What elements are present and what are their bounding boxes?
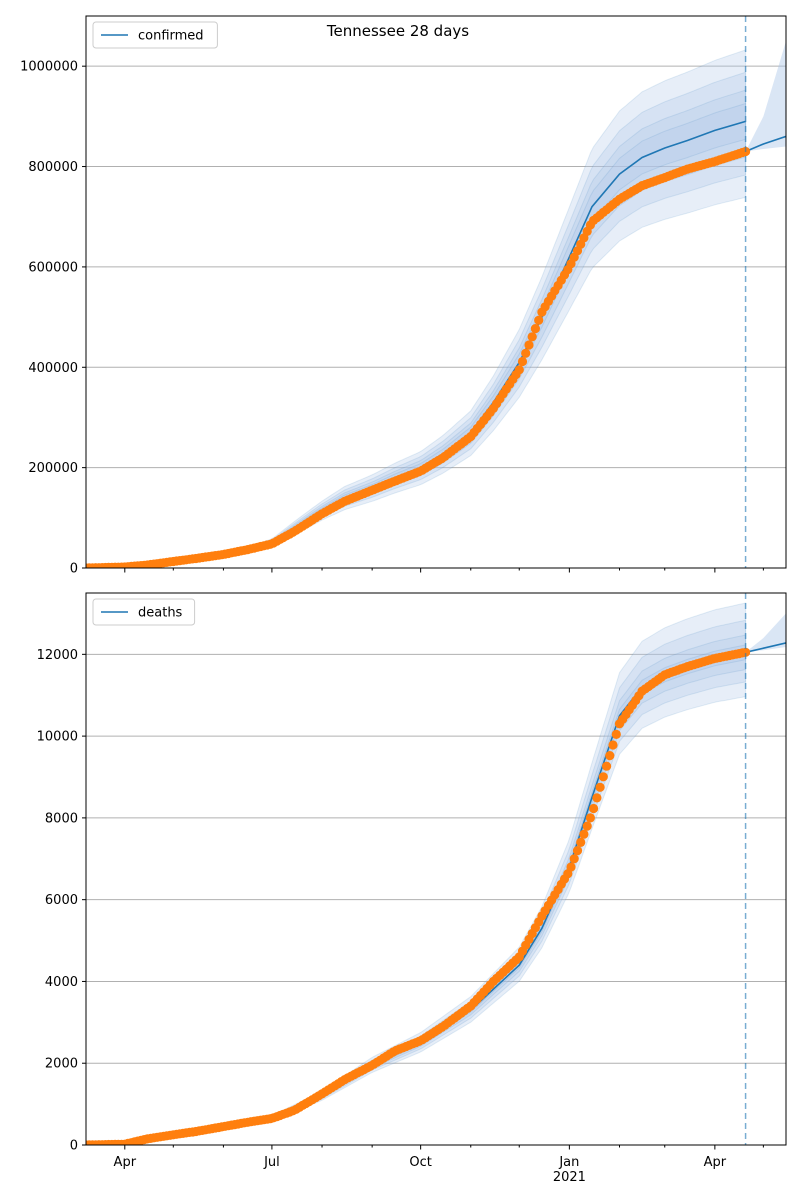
- observed-point: [592, 793, 602, 803]
- observed-point: [530, 324, 541, 334]
- y-tick-label: 200000: [28, 461, 78, 476]
- forecast-band: [745, 41, 786, 152]
- observed-point: [566, 862, 576, 872]
- legend: deaths: [92, 598, 196, 626]
- observed-point: [595, 782, 605, 792]
- observed-point: [579, 829, 589, 839]
- deaths-panel: 0 2000 4000 6000 8000 10000 12000 Apr Jul Oct Jan2…: [37, 592, 787, 1185]
- legend-label: deaths: [138, 606, 183, 621]
- y-tick-label: 0: [70, 562, 78, 577]
- legend: confirmed: [92, 21, 218, 49]
- observed-point: [605, 751, 615, 761]
- y-tick-label: 800000: [28, 160, 78, 175]
- forecast-band: [745, 613, 786, 653]
- y-tick-label: 1000000: [20, 60, 78, 75]
- legend-label: confirmed: [138, 29, 204, 44]
- x-tick-label: 2021: [553, 1170, 586, 1185]
- observed-point: [514, 365, 524, 375]
- observed-point: [608, 740, 618, 750]
- observed-point: [589, 803, 599, 814]
- observed-point: [524, 340, 534, 350]
- observed-point: [572, 846, 583, 856]
- observed-point: [527, 332, 537, 342]
- y-tick-label: 400000: [28, 361, 78, 376]
- observed-point: [569, 854, 579, 864]
- observed-point: [741, 647, 751, 657]
- y-tick-label: 8000: [45, 811, 78, 826]
- observed-point: [517, 356, 528, 367]
- legend-box: [92, 598, 196, 626]
- chart-title: Tennessee 28 days: [326, 22, 469, 40]
- confirmed-panel: 0 200000 400000 600000 800000 1000000 confirme…: [20, 15, 787, 577]
- observed-point: [576, 837, 586, 848]
- legend-box: [92, 21, 218, 49]
- observed-point: [585, 813, 596, 823]
- y-tick-label: 10000: [37, 730, 78, 745]
- observed-point: [582, 821, 592, 831]
- plot-area: [86, 41, 786, 568]
- x-tick-label: Jul: [263, 1155, 280, 1170]
- y-tick-label: 600000: [28, 260, 78, 275]
- observed-point: [534, 315, 544, 325]
- forecast-line: [745, 642, 786, 654]
- observed-point: [602, 761, 612, 771]
- x-tick-label: Apr: [114, 1155, 137, 1170]
- x-tick-label: Jan: [558, 1155, 579, 1170]
- y-tick-label: 0: [70, 1139, 78, 1154]
- y-tick-label: 12000: [37, 648, 78, 663]
- y-tick-label: 6000: [45, 893, 78, 908]
- y-tick-label: 4000: [45, 975, 78, 990]
- forecast-line: [745, 135, 786, 153]
- observed-point: [521, 348, 531, 358]
- y-tick-label: 2000: [45, 1057, 78, 1072]
- observed-point: [611, 729, 621, 740]
- observed-point: [598, 772, 608, 782]
- x-tick-label: Apr: [704, 1155, 727, 1170]
- axes-frame: [85, 15, 787, 569]
- plot-area: [86, 602, 786, 1145]
- x-tick-label: Oct: [409, 1155, 431, 1170]
- axes-frame: [85, 592, 787, 1146]
